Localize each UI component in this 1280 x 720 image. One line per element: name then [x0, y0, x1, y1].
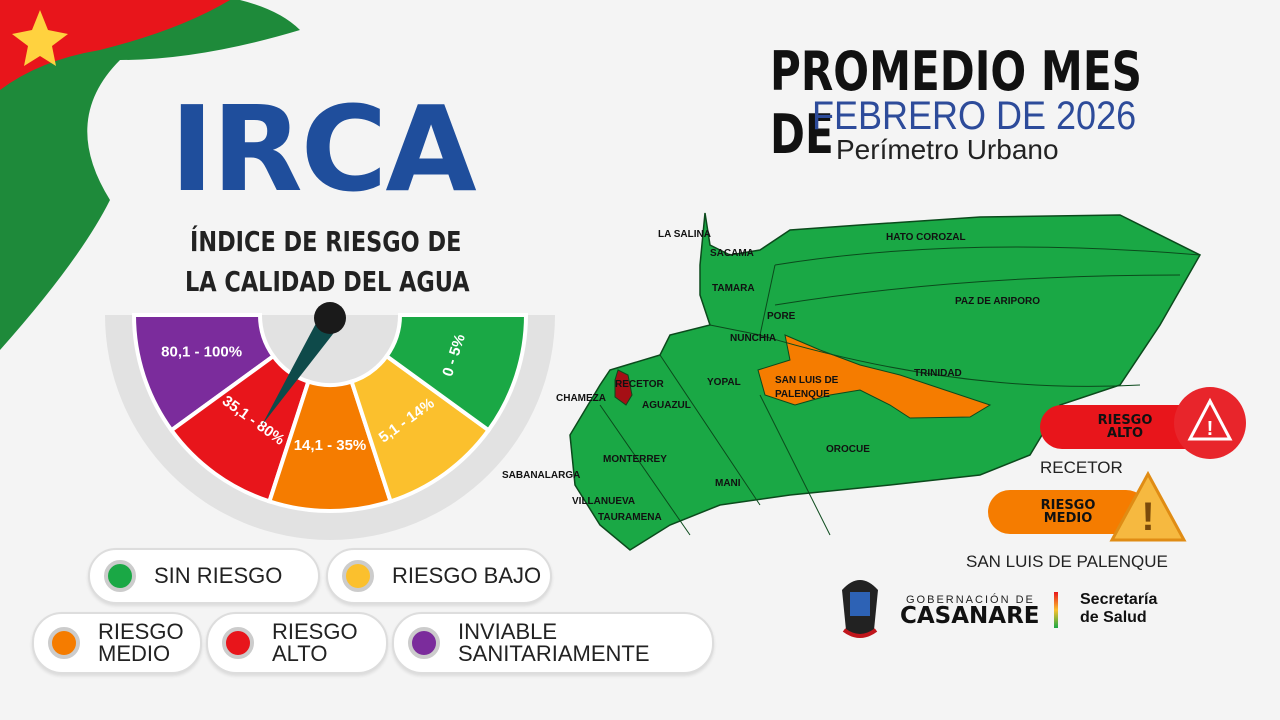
map-label: AGUAZUL	[642, 400, 691, 411]
map-label: SACAMA	[710, 248, 754, 259]
gauge-segment-label: 14,1 - 35%	[294, 437, 367, 454]
map-label: TAMARA	[712, 283, 755, 294]
map-label: VILLANUEVA	[572, 496, 636, 507]
legend-item: RIESGO BAJO	[326, 548, 552, 604]
map-label: HATO COROZAL	[886, 232, 966, 243]
map-label: PAZ DE ARIPORO	[955, 296, 1041, 307]
map-label: NUNCHIA	[730, 333, 777, 344]
sec-line1: Secretaría	[1080, 591, 1158, 608]
gauge-needle	[262, 312, 340, 425]
legend-label: SIN RIESGO	[154, 563, 283, 588]
map-label: YOPAL	[707, 377, 741, 388]
legend-label: RIESGO MEDIO	[98, 619, 184, 666]
legend-label: RIESGO ALTO	[272, 619, 358, 666]
map-label: MONTERREY	[603, 454, 667, 465]
map-label: PORE	[767, 311, 796, 322]
title-line2: FEBRERO DE 2026	[812, 94, 1137, 138]
gauge-segment-label: 80,1 - 100%	[161, 344, 242, 361]
map-label: LA SALINA	[658, 229, 711, 240]
legend-label: INVIABLE SANITARIAMENTE	[458, 619, 650, 666]
alert-level: RIESGO ALTO	[1097, 413, 1153, 441]
alert-municipality: SAN LUIS DE PALENQUE	[966, 552, 1168, 571]
legend-dot	[104, 560, 136, 592]
legend-item: SIN RIESGO	[88, 548, 320, 604]
map-label: CHAMEZA	[556, 393, 606, 404]
gov-small: GOBERNACIÓN DE	[906, 594, 1035, 606]
map-label: MANI	[715, 478, 741, 489]
alert-level: RIESGO MEDIO	[1040, 498, 1096, 526]
secretaria: Secretaría de Salud	[1080, 591, 1157, 627]
legend-item: INVIABLE SANITARIAMENTE	[392, 612, 714, 674]
warning-icon: !	[1109, 470, 1187, 542]
legend-dot	[408, 627, 440, 659]
gauge-segment	[383, 313, 529, 433]
legend-dot	[48, 627, 80, 659]
legend-item: RIESGO ALTO	[206, 612, 388, 674]
alert-municipality: RECETOR	[1040, 458, 1123, 477]
legend-dot	[222, 627, 254, 659]
map-label: TRINIDAD	[914, 368, 962, 379]
legend-label: RIESGO BAJO	[392, 563, 542, 588]
title-line3: Perímetro Urbano	[836, 134, 1059, 165]
map-alto-recetor	[614, 369, 633, 406]
legend-dot	[342, 560, 374, 592]
irca-gauge: 80,1 - 100%35,1 - 80% 14,1 - 35% 5,1 - 14%…	[105, 302, 555, 540]
map-medio-san-luis	[757, 334, 992, 419]
legend-item: RIESGO MEDIO	[32, 612, 202, 674]
gauge-hub	[314, 302, 346, 334]
subtitle-line2: LA CALIDAD DEL AGUA	[185, 265, 470, 298]
svg-text:!: !	[1207, 418, 1214, 440]
map-label: TAURAMENA	[598, 512, 662, 523]
irca-logo: IRCA	[170, 80, 477, 218]
flag-decoration	[0, 0, 300, 350]
map-label: RECETOR	[615, 379, 664, 390]
map-label: SAN LUIS DE PALENQUE	[775, 375, 839, 400]
map-label: SABANALARGA	[502, 470, 581, 481]
map-label: OROCUE	[826, 444, 870, 455]
svg-text:!: !	[1141, 495, 1154, 539]
casanare-coat-of-arms	[842, 580, 878, 638]
casanare-map	[569, 212, 1202, 551]
warning-icon: !	[1174, 387, 1246, 459]
title-line1: PROMEDIO MES DE	[770, 40, 1142, 166]
gov-big: CASANARE	[900, 603, 1040, 629]
sec-line2: de Salud	[1080, 609, 1147, 626]
subtitle-line1: ÍNDICE DE RIESGO DE	[190, 225, 462, 258]
divider	[1054, 592, 1058, 628]
